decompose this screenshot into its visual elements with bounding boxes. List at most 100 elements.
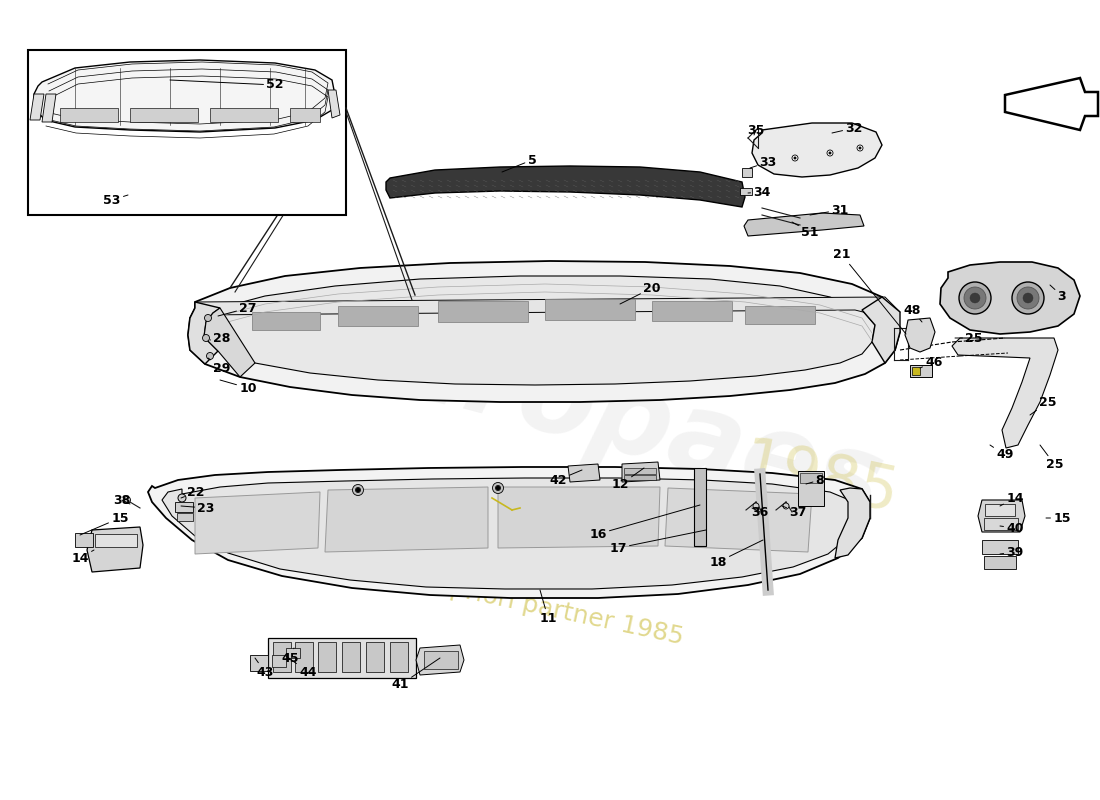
Polygon shape: [42, 94, 56, 122]
Circle shape: [859, 146, 861, 149]
Polygon shape: [621, 462, 660, 482]
Text: 18: 18: [710, 540, 763, 569]
Bar: [250, 655, 268, 671]
Polygon shape: [978, 500, 1025, 532]
Text: 8: 8: [806, 474, 824, 486]
Bar: [75, 533, 94, 547]
Text: 29: 29: [208, 358, 231, 374]
Bar: [912, 367, 920, 375]
Text: 38: 38: [113, 494, 131, 506]
Bar: [982, 540, 1018, 554]
Circle shape: [205, 314, 211, 322]
Polygon shape: [952, 338, 1058, 448]
Bar: [366, 642, 384, 672]
Circle shape: [493, 482, 504, 494]
Circle shape: [1012, 282, 1044, 314]
Polygon shape: [666, 488, 812, 552]
Circle shape: [970, 293, 980, 303]
Bar: [28, 50, 346, 215]
Bar: [740, 188, 752, 195]
Circle shape: [754, 503, 759, 509]
Text: 40: 40: [1000, 522, 1024, 534]
Circle shape: [207, 353, 213, 359]
Text: 21: 21: [834, 249, 906, 334]
Circle shape: [123, 497, 131, 503]
Circle shape: [857, 145, 864, 151]
Polygon shape: [195, 297, 900, 320]
Bar: [272, 655, 286, 667]
Polygon shape: [940, 262, 1080, 334]
Text: 39: 39: [1000, 546, 1024, 558]
Text: a priori partner 1985: a priori partner 1985: [425, 571, 685, 649]
Bar: [342, 642, 360, 672]
Circle shape: [495, 486, 500, 490]
Bar: [624, 468, 656, 474]
Text: 27: 27: [218, 302, 256, 316]
Text: 43: 43: [255, 658, 274, 678]
Circle shape: [959, 282, 991, 314]
Text: 14: 14: [1000, 491, 1024, 506]
Text: 53: 53: [103, 194, 128, 206]
Polygon shape: [568, 464, 600, 482]
Text: 16: 16: [590, 505, 700, 541]
Text: 25: 25: [955, 331, 982, 345]
Text: 10: 10: [220, 380, 256, 394]
Bar: [286, 648, 300, 658]
Text: 15: 15: [80, 511, 129, 535]
Circle shape: [783, 503, 789, 509]
Polygon shape: [204, 276, 875, 385]
Text: 35: 35: [747, 123, 764, 137]
Polygon shape: [905, 318, 935, 352]
Polygon shape: [498, 487, 660, 548]
Text: 5: 5: [502, 154, 537, 172]
Bar: [984, 518, 1018, 530]
Circle shape: [828, 152, 832, 154]
Polygon shape: [30, 94, 44, 120]
Polygon shape: [252, 312, 320, 330]
Text: 12: 12: [612, 468, 643, 491]
Bar: [390, 642, 408, 672]
Circle shape: [1023, 293, 1033, 303]
Text: 3: 3: [1050, 285, 1066, 302]
Circle shape: [827, 150, 833, 156]
Polygon shape: [188, 261, 900, 402]
Polygon shape: [338, 306, 418, 326]
Bar: [177, 513, 192, 521]
Polygon shape: [752, 123, 882, 177]
Circle shape: [178, 494, 186, 502]
Polygon shape: [386, 166, 745, 207]
Polygon shape: [652, 301, 732, 321]
Text: 25: 25: [1030, 395, 1057, 415]
Text: 31: 31: [810, 203, 849, 217]
Polygon shape: [188, 302, 220, 364]
Polygon shape: [162, 478, 858, 589]
Circle shape: [352, 485, 363, 495]
Bar: [318, 642, 336, 672]
Polygon shape: [34, 60, 336, 132]
Polygon shape: [835, 488, 870, 558]
Polygon shape: [862, 297, 900, 363]
Bar: [273, 642, 292, 672]
Text: 51: 51: [792, 222, 818, 238]
Circle shape: [794, 157, 796, 159]
Polygon shape: [204, 308, 255, 377]
Text: 41: 41: [392, 658, 440, 691]
Text: 44: 44: [286, 656, 317, 678]
Text: 45: 45: [282, 648, 299, 665]
Polygon shape: [416, 645, 464, 675]
Text: 17: 17: [609, 530, 706, 554]
Text: europaes: europaes: [305, 288, 894, 542]
Bar: [175, 502, 192, 512]
Polygon shape: [544, 299, 635, 320]
Bar: [798, 471, 824, 506]
Circle shape: [964, 287, 986, 309]
Polygon shape: [744, 213, 864, 236]
Text: 15: 15: [1046, 511, 1070, 525]
Polygon shape: [324, 487, 488, 552]
Text: 48: 48: [903, 303, 922, 322]
Text: 20: 20: [620, 282, 661, 304]
Polygon shape: [694, 468, 706, 546]
Circle shape: [202, 334, 209, 342]
Polygon shape: [1005, 78, 1098, 130]
Text: 1985: 1985: [736, 434, 904, 526]
